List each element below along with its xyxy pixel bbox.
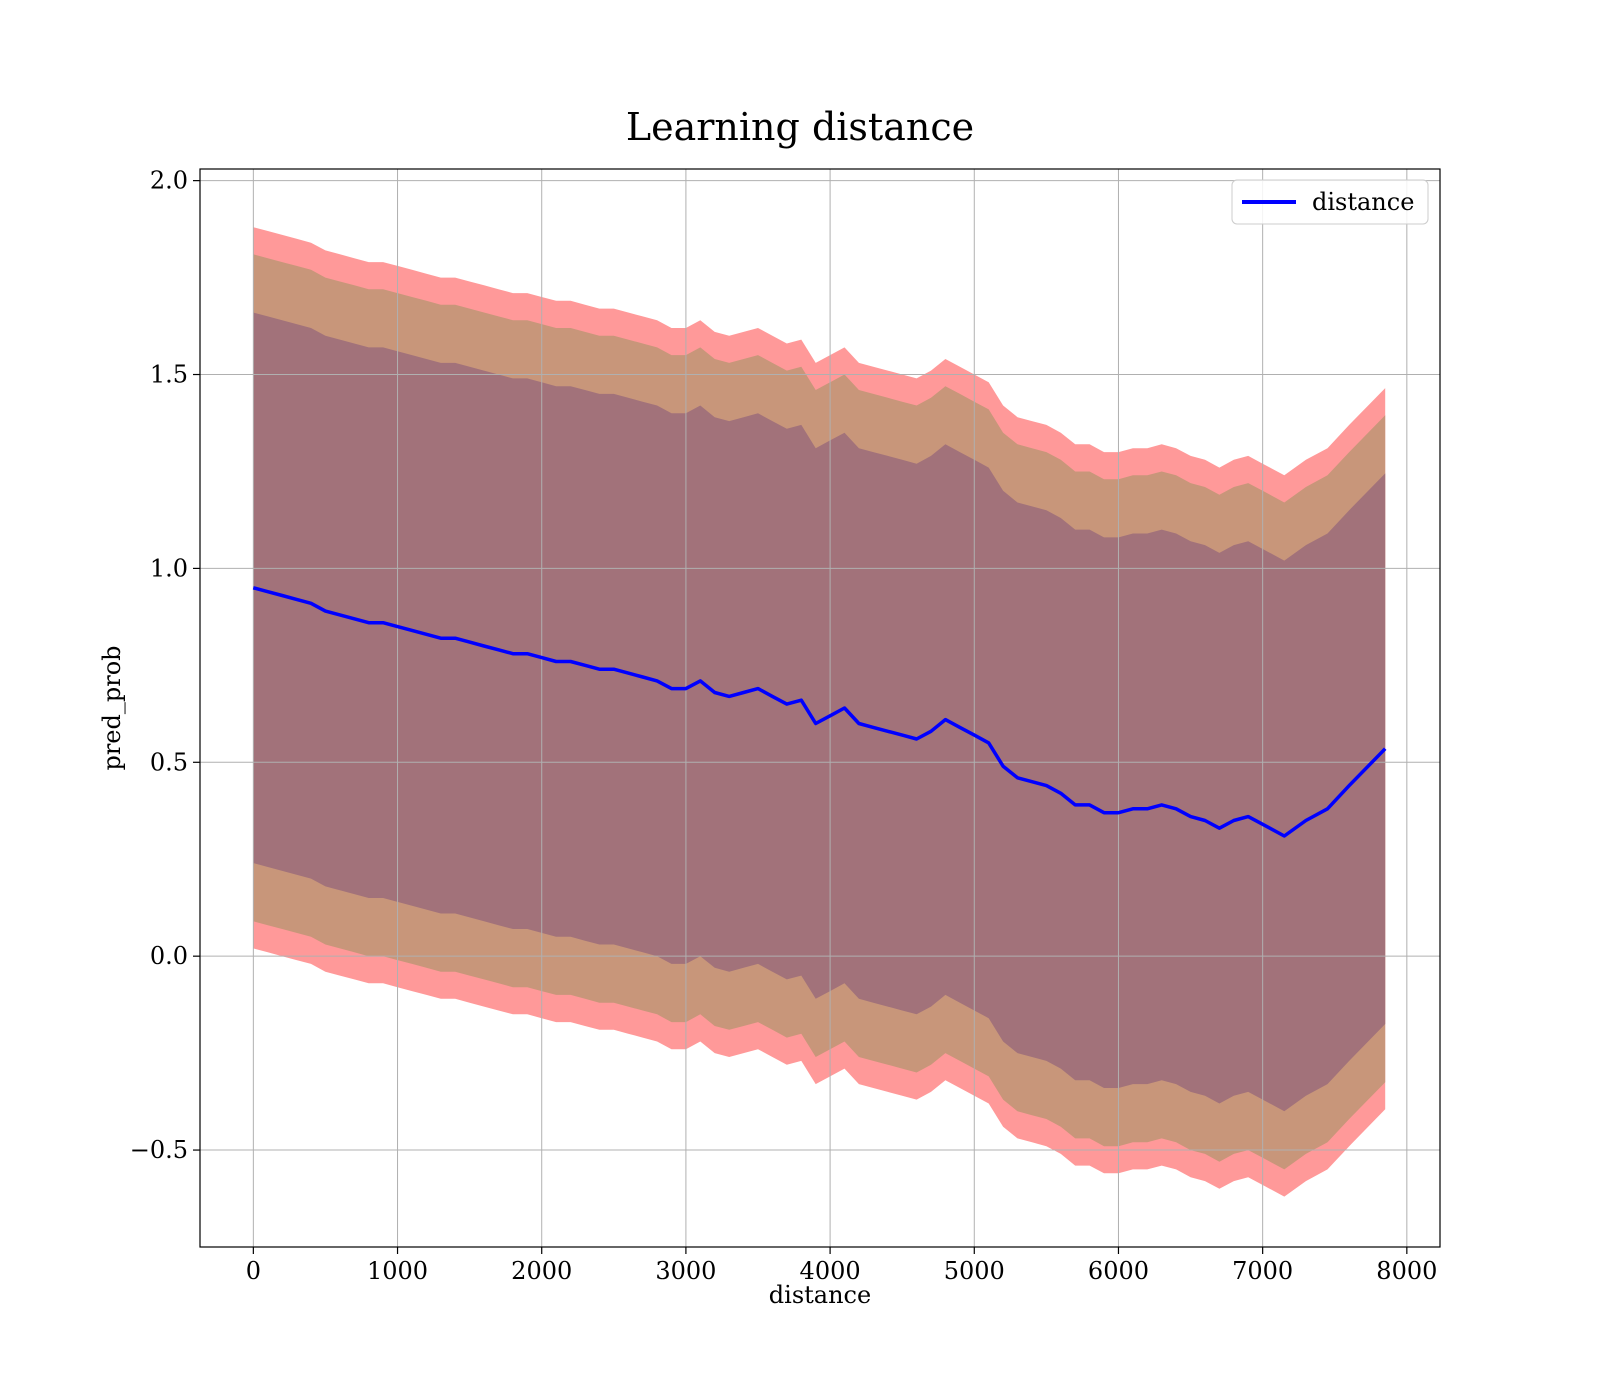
- plot-frame: [199, 168, 1441, 1248]
- x-tick-label-6: 6000: [1088, 1257, 1149, 1285]
- legend-label-distance: distance: [1312, 188, 1414, 216]
- x-tick-label-1: 1000: [367, 1257, 428, 1285]
- x-tick-label-3: 3000: [655, 1257, 716, 1285]
- x-axis-title: distance: [769, 1281, 871, 1309]
- confidence-bands: [253, 227, 1386, 1197]
- x-tick-label-4: 4000: [800, 1257, 861, 1285]
- x-tick-label-2: 2000: [511, 1257, 572, 1285]
- y-axis-ticks: −0.5 0.0 0.5 1.0 1.5 2.0: [130, 167, 200, 1164]
- x-tick-label-5: 5000: [944, 1257, 1005, 1285]
- y-tick-label-4: 1.5: [150, 361, 188, 389]
- y-axis-title: pred_prob: [98, 645, 126, 770]
- chart-title: Learning distance: [626, 105, 974, 149]
- series-lines: [252, 586, 1387, 838]
- grid-lines: [200, 169, 1440, 1247]
- legend: distance: [1231, 179, 1429, 225]
- series-line-distance: [252, 586, 1387, 838]
- x-axis-ticks: 0 1000 2000 3000 4000 5000 6000 7000 8000: [246, 1247, 1437, 1285]
- y-tick-label-0: −0.5: [130, 1136, 188, 1164]
- band-inner-0: [253, 312, 1386, 1112]
- y-tick-label-2: 0.5: [150, 748, 188, 776]
- y-tick-label-1: 0.0: [150, 942, 188, 970]
- x-tick-label-7: 7000: [1232, 1257, 1293, 1285]
- y-tick-label-5: 2.0: [150, 167, 188, 195]
- legend-box: [1231, 179, 1429, 225]
- x-tick-label-0: 0: [246, 1257, 261, 1285]
- plot-area: [199, 168, 1441, 1248]
- y-tick-label-3: 1.0: [150, 554, 188, 582]
- x-tick-label-8: 8000: [1376, 1257, 1437, 1285]
